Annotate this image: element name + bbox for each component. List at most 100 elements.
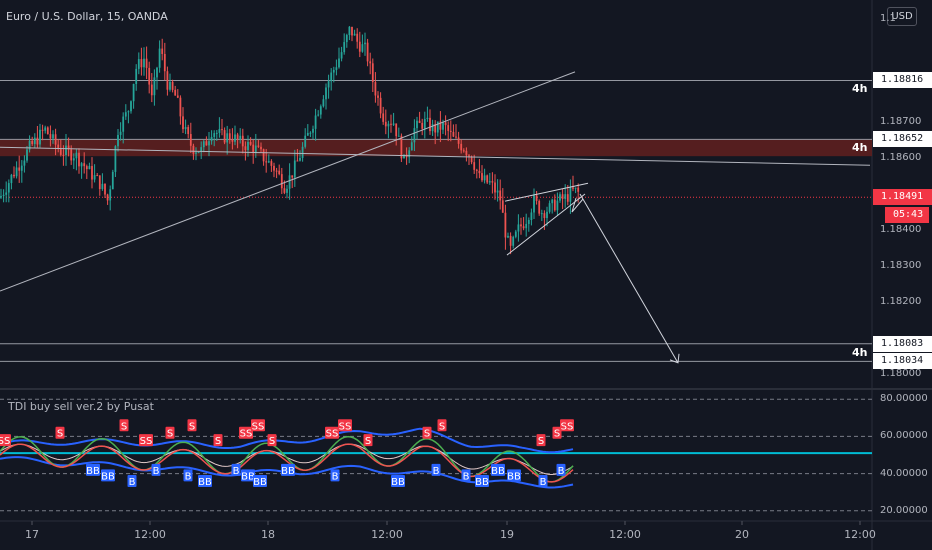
- candle-127: [330, 72, 333, 82]
- buy-signal-17: B: [540, 477, 547, 488]
- sell-signal-3-box: [139, 434, 153, 447]
- candle-47: [122, 116, 125, 132]
- candle-118: [306, 132, 309, 136]
- candle-5: [13, 174, 15, 177]
- price-tick-3: 1.18300: [880, 259, 922, 271]
- trendline-falling-line: [0, 146, 871, 166]
- candle-190: [494, 182, 496, 193]
- candle-161: [418, 120, 421, 123]
- candle-117: [304, 135, 307, 147]
- sell-signal-15-box: [536, 434, 546, 447]
- candle-188: [488, 181, 491, 183]
- candle-84: [218, 129, 221, 133]
- buy-signal-17-box: [538, 475, 548, 487]
- buy-signal-0: BB: [86, 466, 100, 477]
- candle-218: [566, 194, 569, 202]
- buy-signal-3-box: [151, 463, 161, 476]
- sell-signal-11-box: [338, 419, 352, 432]
- candle-78: [202, 141, 205, 148]
- candle-0: [0, 195, 2, 198]
- buy-signal-2-box: [127, 475, 137, 487]
- candle-134: [348, 26, 351, 36]
- buy-signal-8-box: [253, 475, 267, 487]
- candle-99: [257, 145, 260, 147]
- candle-187: [486, 175, 489, 183]
- candle-69: [179, 97, 182, 117]
- candle-23: [59, 149, 62, 155]
- candle-169: [439, 121, 442, 130]
- candle-213: [553, 199, 556, 211]
- buy-signal-18: B: [558, 466, 565, 477]
- candle-121: [314, 115, 317, 129]
- candle-177: [460, 143, 463, 151]
- candle-86: [223, 130, 226, 143]
- candle-39: [101, 183, 104, 190]
- candle-113: [293, 160, 296, 178]
- candle-94: [244, 146, 247, 151]
- buy-signal-16-box: [507, 469, 521, 482]
- indicator-tick-1: 60.00000: [880, 430, 928, 442]
- candle-92: [239, 135, 242, 140]
- currency-button[interactable]: USD: [887, 7, 917, 26]
- candle-210: [546, 211, 548, 219]
- candle-138: [358, 41, 361, 52]
- time-tick-1: 12:00: [134, 528, 166, 541]
- symbol-title[interactable]: Euro / U.S. Dollar, 15, OANDA: [6, 10, 168, 23]
- candle-60: [156, 67, 158, 78]
- current-price-label: 1.18491: [873, 189, 932, 206]
- candle-128: [332, 69, 335, 73]
- time-tick-5: 12:00: [609, 528, 641, 541]
- candle-159: [413, 128, 416, 143]
- buy-signal-5-box: [198, 475, 212, 487]
- candle-34: [88, 166, 91, 170]
- candle-214: [556, 200, 559, 211]
- candle-71: [184, 127, 187, 130]
- candle-153: [397, 135, 400, 137]
- sell-signal-10-box: [325, 426, 339, 439]
- candle-31: [80, 163, 83, 167]
- candle-183: [475, 169, 478, 171]
- candle-1: [2, 194, 5, 196]
- candle-96: [249, 142, 252, 145]
- candle-205: [533, 195, 535, 213]
- candle-149: [387, 123, 390, 127]
- sell-signal-5-box: [187, 419, 197, 432]
- buy-signal-9-box: [281, 463, 295, 476]
- candle-199: [517, 224, 520, 232]
- sell-signal-7-box: [239, 426, 253, 439]
- candle-115: [299, 157, 301, 161]
- indicator-title[interactable]: TDI buy sell ver.2 by Pusat: [8, 400, 154, 413]
- time-tick-7: 12:00: [844, 528, 876, 541]
- candle-172: [447, 125, 450, 131]
- candle-157: [408, 150, 411, 158]
- price-tick-5: 1.18000: [880, 367, 922, 379]
- candle-22: [57, 144, 60, 150]
- candle-26: [67, 145, 70, 150]
- candle-144: [374, 82, 377, 96]
- sell-signal-4: S: [167, 429, 173, 440]
- candle-152: [395, 123, 398, 137]
- candle-48: [124, 112, 127, 117]
- candle-14: [36, 137, 39, 145]
- candle-54: [140, 59, 143, 68]
- sell-signal-17-box: [560, 419, 574, 432]
- candle-202: [525, 223, 528, 229]
- candle-82: [213, 133, 216, 137]
- candle-114: [296, 160, 299, 162]
- buy-signal-14-box: [475, 475, 489, 487]
- sell-signal-12: S: [365, 436, 371, 447]
- candle-88: [228, 133, 231, 140]
- level-timeframe-0: 4h: [852, 82, 868, 96]
- sell-signal-5: S: [189, 421, 195, 432]
- candle-209: [543, 213, 546, 219]
- candle-63: [163, 53, 166, 72]
- buy-signal-4: B: [185, 471, 192, 482]
- candle-98: [254, 145, 257, 153]
- candle-130: [338, 58, 340, 68]
- candle-116: [301, 146, 304, 158]
- sell-signal-14-box: [437, 419, 447, 432]
- buy-signal-6-box: [231, 463, 241, 476]
- price-tick-0: 1.18700: [880, 116, 922, 128]
- candle-30: [78, 152, 80, 167]
